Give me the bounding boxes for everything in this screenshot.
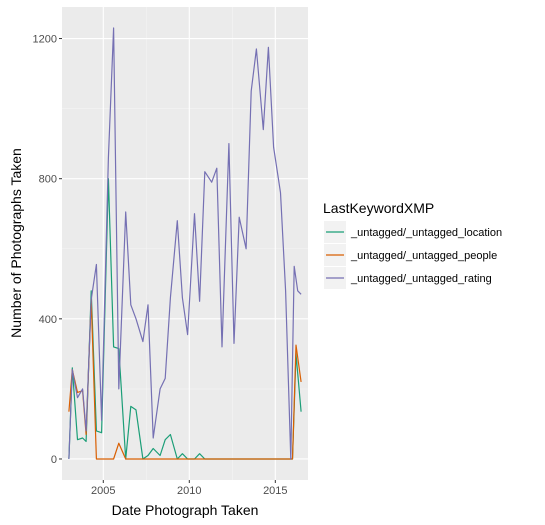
- legend-label: _untagged/_untagged_people: [350, 250, 497, 262]
- x-axis-ticks: 2005 2010 2015: [91, 480, 288, 497]
- x-axis-title: Date Photograph Taken: [112, 502, 259, 518]
- y-tick-label: 800: [39, 174, 57, 186]
- legend-label: _untagged/_untagged_rating: [350, 273, 492, 285]
- legend: LastKeywordXMP _untagged/_untagged_locat…: [323, 200, 502, 289]
- y-tick-label: 0: [51, 454, 57, 466]
- y-axis-title: Number of Photographs Taken: [8, 148, 24, 338]
- legend-title: LastKeywordXMP: [323, 200, 434, 216]
- y-tick-label: 400: [39, 314, 57, 326]
- y-tick-label: 1200: [33, 34, 57, 46]
- x-tick-label: 2015: [263, 485, 287, 497]
- x-tick-label: 2010: [177, 485, 201, 497]
- y-axis-ticks: 0 400 800 1200: [33, 34, 62, 466]
- legend-items: _untagged/_untagged_location _untagged/_u…: [324, 221, 502, 289]
- plot-panel: [62, 7, 308, 480]
- x-tick-label: 2005: [91, 485, 115, 497]
- legend-label: _untagged/_untagged_location: [350, 227, 502, 239]
